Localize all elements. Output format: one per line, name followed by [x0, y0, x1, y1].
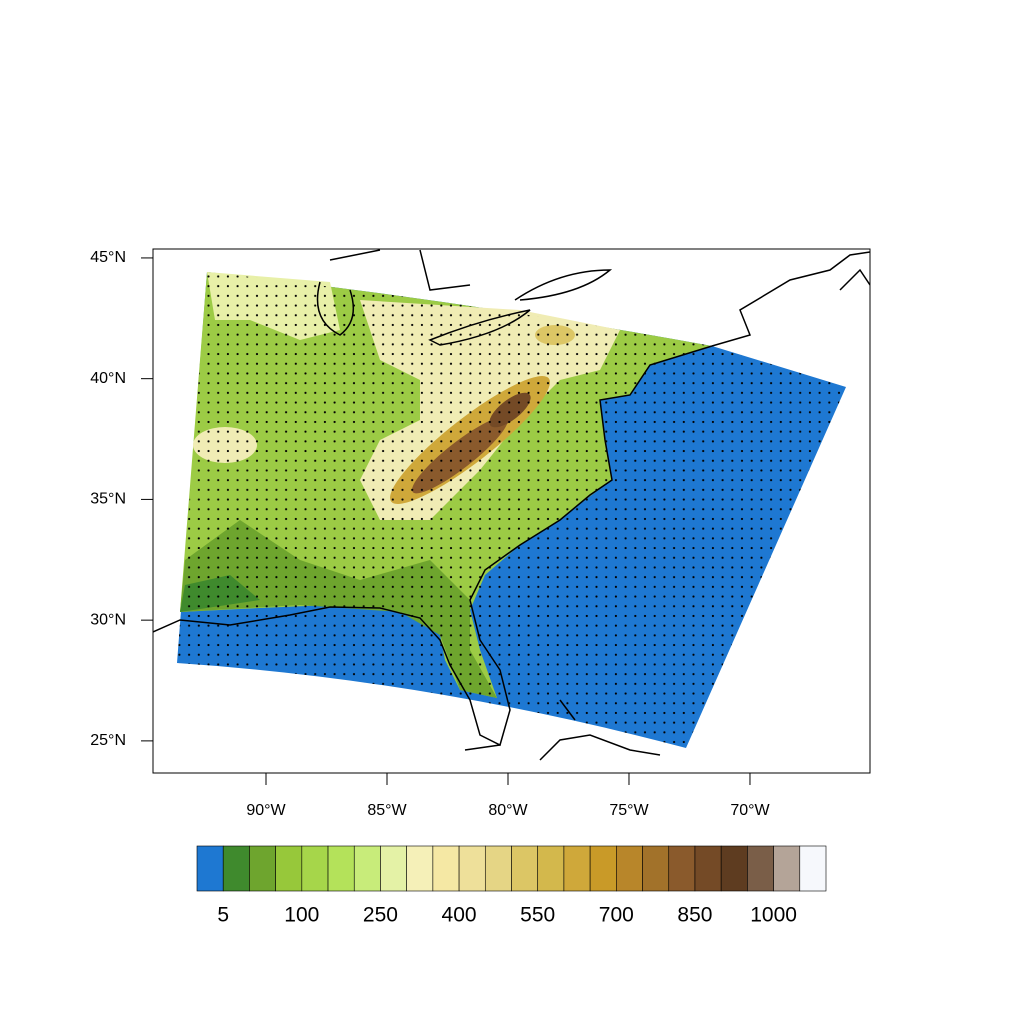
x-tick-label: 85°W [367, 802, 407, 819]
colorbar-label: 5 [217, 904, 229, 927]
y-tick-label: 40°N [90, 370, 126, 387]
colorbar-box [275, 845, 303, 892]
colorbar-box [616, 845, 643, 892]
colorbar-label: 100 [284, 904, 319, 927]
colorbar-box [327, 845, 355, 892]
y-tick-label: 30°N [90, 611, 126, 628]
colorbar-box [484, 845, 512, 892]
colorbar-box [773, 845, 801, 892]
colorbar-box [432, 845, 460, 892]
northeast-coast [711, 251, 870, 347]
colorbar-box [406, 845, 434, 892]
colorbar-box [694, 845, 722, 892]
y-tick-label: 25°N [90, 732, 126, 749]
colorbar-box [747, 845, 774, 892]
colorbar-box [537, 845, 565, 892]
x-tick-label: 75°W [609, 802, 649, 819]
colorbar-label: 400 [442, 904, 477, 927]
colorbar-box [799, 845, 827, 892]
x-tick-label: 70°W [730, 802, 770, 819]
dot-grid [177, 272, 846, 748]
colorbar-label: 850 [677, 904, 712, 927]
map-frame [152, 248, 871, 774]
cuba-bahamas [464, 699, 661, 761]
colorbar-label: 1000 [750, 904, 797, 927]
great-lakes [316, 249, 613, 346]
colorbar-box [196, 845, 224, 892]
colorbar-label: 550 [520, 904, 555, 927]
colorbar-box [642, 845, 670, 892]
colorbar-box [249, 845, 276, 892]
colorbar-box [511, 845, 539, 892]
colorbar-box [301, 845, 329, 892]
coastline [153, 345, 713, 747]
y-tick-label: 35°N [90, 491, 126, 508]
colorbar-box [720, 845, 748, 892]
y-tick-label: 45°N [90, 249, 126, 266]
colorbar-box [458, 845, 486, 892]
map-content [153, 249, 870, 761]
x-tick-label: 90°W [246, 802, 286, 819]
colorbar-box [589, 845, 617, 892]
colorbar-label: 700 [599, 904, 634, 927]
colorbar-box [668, 845, 696, 892]
x-tick-label: 80°W [488, 802, 528, 819]
colorbar-box [563, 845, 591, 892]
colorbar-box [353, 845, 381, 892]
colorbar-box [222, 845, 250, 892]
colorbar-box [380, 845, 407, 892]
colorbar-label: 250 [363, 904, 398, 927]
